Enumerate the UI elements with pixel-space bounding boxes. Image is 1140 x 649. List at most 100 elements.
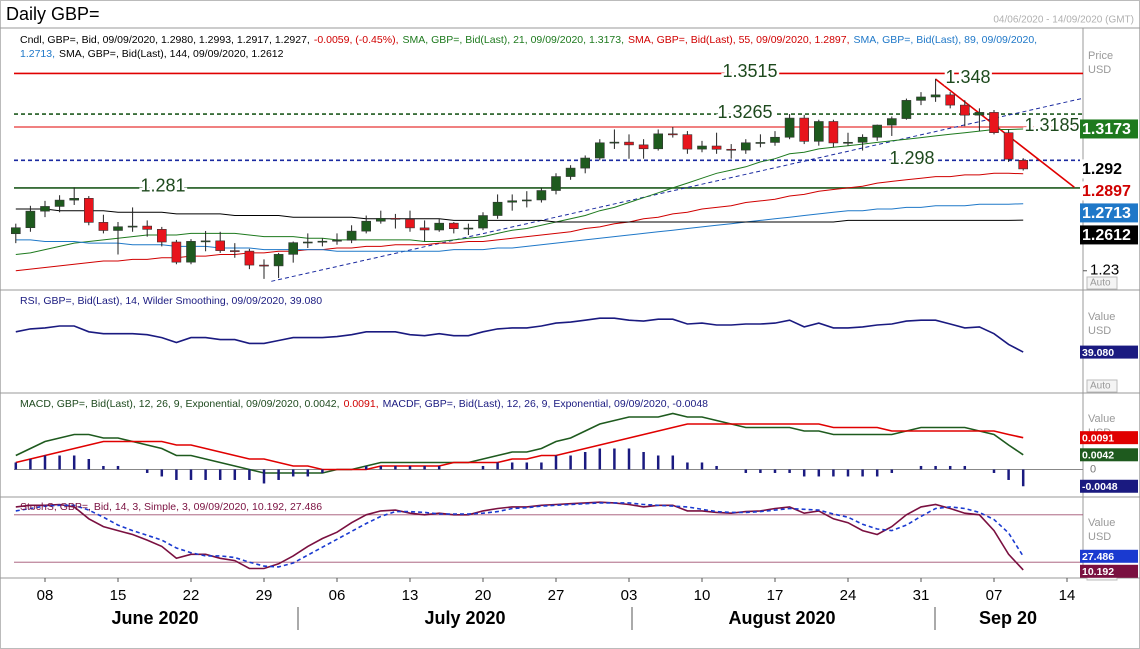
sma-line — [15, 208, 1024, 223]
candle-body — [317, 240, 328, 243]
x-tick-label: 20 — [475, 587, 492, 604]
legend-entry: RSI, GBP=, Bid(Last), 14, Wilder Smoothi… — [20, 295, 323, 307]
legend-entry: MACDF, GBP=, Bid(Last), 12, 26, 9, Expon… — [382, 398, 709, 410]
candle-body — [638, 144, 649, 150]
axis-label: USD — [1088, 325, 1111, 337]
candle-body — [230, 250, 240, 252]
value-tag-label: 0.0042 — [1082, 450, 1114, 462]
sma-line — [15, 172, 1024, 272]
candle-body — [259, 264, 269, 267]
candle-body — [390, 217, 401, 220]
candle-body — [1003, 132, 1014, 160]
candle-body — [872, 124, 883, 138]
candle-body — [799, 117, 810, 142]
x-tick-label: 03 — [621, 587, 638, 604]
candle-body — [361, 220, 372, 232]
candle-body — [930, 94, 941, 98]
indicator-line — [15, 502, 1024, 568]
candle-body — [813, 121, 824, 142]
candle-body — [273, 254, 284, 267]
date-range: 04/06/2020 - 14/09/2020 (GMT) — [993, 15, 1134, 26]
value-tag-label: 10.192 — [1082, 566, 1114, 578]
candle-body — [594, 142, 605, 159]
candle-body — [25, 210, 36, 229]
x-tick-label: 14 — [1059, 587, 1076, 604]
chart-title: Daily GBP= — [6, 4, 100, 24]
candle-body — [11, 227, 21, 235]
legend-entry: MACD, GBP=, Bid(Last), 12, 26, 9, Expone… — [20, 398, 340, 410]
level-label: 1.298 — [889, 148, 934, 168]
candle-body — [901, 100, 912, 119]
x-tick-label: 06 — [329, 587, 346, 604]
candle-body — [770, 136, 780, 143]
candle-body — [346, 230, 357, 241]
month-label: July 2020 — [424, 608, 505, 628]
candle-body — [740, 142, 751, 151]
candle-body — [215, 240, 225, 251]
candle-body — [653, 133, 664, 150]
y-tick-label: 0 — [1090, 463, 1096, 475]
level-label: 1.3265 — [717, 102, 772, 122]
value-tag — [1080, 448, 1138, 462]
candle-body — [857, 136, 868, 143]
candle-body — [244, 250, 255, 266]
candle-body — [726, 148, 737, 151]
candle-body — [54, 199, 65, 207]
candle-body — [697, 145, 707, 150]
x-tick-label: 13 — [402, 587, 419, 604]
candle-body — [843, 141, 853, 144]
value-tag — [1080, 119, 1138, 139]
candle-body — [171, 241, 182, 263]
candle-body — [945, 94, 956, 106]
candle-body — [84, 198, 94, 223]
value-tag-label: 1.3173 — [1082, 121, 1131, 138]
legend-entry: 0.0091, — [343, 398, 379, 410]
candle-body — [784, 117, 795, 138]
candle-body — [142, 225, 152, 230]
auto-box — [1086, 276, 1118, 290]
x-tick-label: 10 — [694, 587, 711, 604]
axis-label: Value — [1088, 311, 1115, 323]
level-label: 1.281 — [140, 176, 185, 196]
value-tag-label: 39.080 — [1082, 347, 1114, 359]
sma-line — [15, 128, 1024, 255]
candle-body — [448, 222, 459, 229]
candle-body — [302, 241, 313, 244]
candle-body — [69, 198, 79, 201]
x-tick-label: 24 — [840, 587, 857, 604]
legend-entry: -0.0059, (-0.45%), — [313, 34, 399, 46]
value-tag-label: 27.486 — [1082, 551, 1114, 563]
candle-body — [989, 112, 999, 134]
legend-entry: Cndl, GBP=, Bid, 09/09/2020, 1.2980, 1.2… — [20, 34, 310, 46]
candle-body — [127, 225, 138, 228]
candle-body — [916, 96, 926, 101]
candle-body — [98, 222, 109, 231]
candle-body — [609, 141, 620, 144]
value-tag-label: 1.292 — [1082, 161, 1122, 178]
legend-entry: SMA, GBP=, Bid(Last), 89, 09/09/2020, 1.… — [20, 34, 1038, 60]
legend: MACD, GBP=, Bid(Last), 12, 26, 9, Expone… — [20, 397, 1070, 411]
candle-body — [959, 104, 970, 116]
axis-label: Value — [1088, 413, 1115, 425]
candle-body — [551, 176, 561, 191]
value-tag — [1080, 181, 1138, 201]
candle-body — [974, 112, 985, 116]
candle-body — [536, 190, 547, 201]
legend: StochS, GBP=, Bid, 14, 3, Simple, 3, 09/… — [20, 500, 1070, 514]
candle-body — [521, 199, 532, 202]
value-tag — [1080, 225, 1138, 245]
value-tag — [1080, 564, 1138, 578]
x-tick-label: 29 — [256, 587, 273, 604]
legend-entry: SMA, GBP=, Bid(Last), 144, 09/09/2020, 1… — [59, 48, 284, 60]
candle-body — [507, 200, 518, 203]
y-tick-label: 1.23 — [1090, 262, 1119, 279]
candle-body — [580, 157, 591, 169]
legend: Cndl, GBP=, Bid, 09/09/2020, 1.2980, 1.2… — [20, 33, 1070, 61]
x-tick-label: 27 — [548, 587, 565, 604]
candle-body — [419, 227, 430, 231]
candle-body — [565, 167, 576, 177]
legend-entry: StochS, GBP=, Bid, 14, 3, Simple, 3, 09/… — [20, 501, 323, 513]
indicator-line — [15, 317, 1024, 353]
indicator-line — [15, 501, 1024, 571]
value-tag-label: 1.2897 — [1082, 183, 1131, 200]
